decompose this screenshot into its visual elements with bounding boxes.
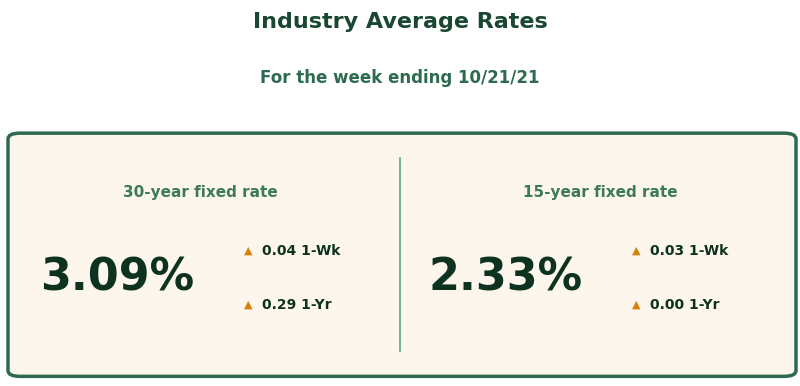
Text: For the week ending 10/21/21: For the week ending 10/21/21 — [260, 69, 540, 88]
Text: ▲: ▲ — [244, 246, 253, 256]
Text: 0.29 1-Yr: 0.29 1-Yr — [262, 298, 331, 312]
Text: ▲: ▲ — [632, 300, 641, 310]
Text: ▲: ▲ — [244, 300, 253, 310]
Text: 2.33%: 2.33% — [428, 256, 582, 300]
Text: 15-year fixed rate: 15-year fixed rate — [522, 185, 678, 200]
Text: 30-year fixed rate: 30-year fixed rate — [122, 185, 278, 200]
Text: 0.03 1-Wk: 0.03 1-Wk — [650, 244, 728, 258]
Text: 0.00 1-Yr: 0.00 1-Yr — [650, 298, 719, 312]
Text: 3.09%: 3.09% — [40, 256, 194, 300]
Text: 0.04 1-Wk: 0.04 1-Wk — [262, 244, 340, 258]
Text: ▲: ▲ — [632, 246, 641, 256]
Text: Industry Average Rates: Industry Average Rates — [253, 12, 547, 32]
FancyBboxPatch shape — [8, 133, 796, 376]
